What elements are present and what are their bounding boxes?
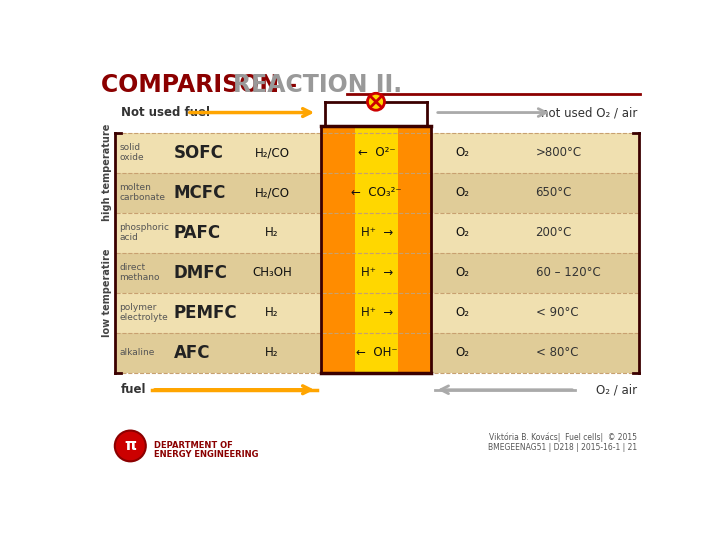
Text: COMPARISON -: COMPARISON - xyxy=(101,72,305,97)
Circle shape xyxy=(114,430,145,461)
Text: H₂/CO: H₂/CO xyxy=(255,146,289,159)
Text: ENERGY ENGINEERING: ENERGY ENGINEERING xyxy=(153,450,258,459)
Text: 200°C: 200°C xyxy=(536,226,572,239)
Text: DMFC: DMFC xyxy=(174,264,228,282)
Bar xyxy=(117,213,321,253)
Bar xyxy=(117,173,321,213)
Text: MCFC: MCFC xyxy=(174,184,226,201)
Bar xyxy=(117,132,321,173)
Text: O₂: O₂ xyxy=(455,346,469,359)
Text: π: π xyxy=(125,438,136,454)
Text: H₂: H₂ xyxy=(266,226,279,239)
Text: alkaline: alkaline xyxy=(120,348,155,357)
Bar xyxy=(321,126,355,373)
Bar xyxy=(431,213,640,253)
Bar xyxy=(431,132,640,173)
Bar xyxy=(117,253,321,293)
Text: H⁺  →: H⁺ → xyxy=(361,266,393,279)
Text: Viktória B. Kovács|  Fuel cells|  © 2015
BMEGEENAG51 | D218 | 2015-16-1 | 21: Viktória B. Kovács| Fuel cells| © 2015… xyxy=(488,432,637,452)
Circle shape xyxy=(367,93,384,110)
Text: ←  OH⁻: ← OH⁻ xyxy=(356,346,397,359)
Text: SOFC: SOFC xyxy=(174,144,224,161)
Text: >800°C: >800°C xyxy=(536,146,582,159)
Bar xyxy=(117,333,321,373)
Text: phosphoric
acid: phosphoric acid xyxy=(120,223,169,242)
Text: ←  CO₃²⁻: ← CO₃²⁻ xyxy=(351,186,402,199)
Text: ←  O²⁻: ← O²⁻ xyxy=(358,146,395,159)
Text: O₂: O₂ xyxy=(455,266,469,279)
Text: O₂: O₂ xyxy=(455,146,469,159)
Text: H₂/CO: H₂/CO xyxy=(255,186,289,199)
Bar xyxy=(398,126,431,373)
Text: 650°C: 650°C xyxy=(536,186,572,199)
Text: high temperature: high temperature xyxy=(102,124,112,221)
Text: H⁺  →: H⁺ → xyxy=(361,306,393,319)
Text: O₂: O₂ xyxy=(455,186,469,199)
Text: O₂: O₂ xyxy=(455,306,469,319)
Text: DEPARTMENT OF: DEPARTMENT OF xyxy=(153,441,233,450)
Text: O₂: O₂ xyxy=(455,226,469,239)
Text: H⁺  →: H⁺ → xyxy=(361,226,393,239)
Bar xyxy=(431,333,640,373)
Text: < 90°C: < 90°C xyxy=(536,306,578,319)
Text: AFC: AFC xyxy=(174,344,210,362)
Text: not used O₂ / air: not used O₂ / air xyxy=(541,106,637,119)
Bar xyxy=(431,253,640,293)
Text: Not used fuel: Not used fuel xyxy=(121,106,210,119)
Text: 60 – 120°C: 60 – 120°C xyxy=(536,266,600,279)
Text: H₂: H₂ xyxy=(266,306,279,319)
Text: PAFC: PAFC xyxy=(174,224,221,242)
Text: molten
carbonate: molten carbonate xyxy=(120,183,166,202)
Text: PEMFC: PEMFC xyxy=(174,303,238,322)
Text: REACTION II.: REACTION II. xyxy=(233,72,402,97)
Bar xyxy=(355,126,398,373)
Text: O₂ / air: O₂ / air xyxy=(596,383,637,396)
Text: solid
oxide: solid oxide xyxy=(120,143,144,163)
Text: H₂: H₂ xyxy=(266,346,279,359)
Text: low temperatire: low temperatire xyxy=(102,248,112,337)
Bar xyxy=(117,293,321,333)
Bar xyxy=(431,173,640,213)
Text: fuel: fuel xyxy=(121,383,146,396)
Text: CH₃OH: CH₃OH xyxy=(252,266,292,279)
Text: polymer
electrolyte: polymer electrolyte xyxy=(120,303,168,322)
Text: direct
methano: direct methano xyxy=(120,263,160,282)
Bar xyxy=(431,293,640,333)
Text: < 80°C: < 80°C xyxy=(536,346,578,359)
